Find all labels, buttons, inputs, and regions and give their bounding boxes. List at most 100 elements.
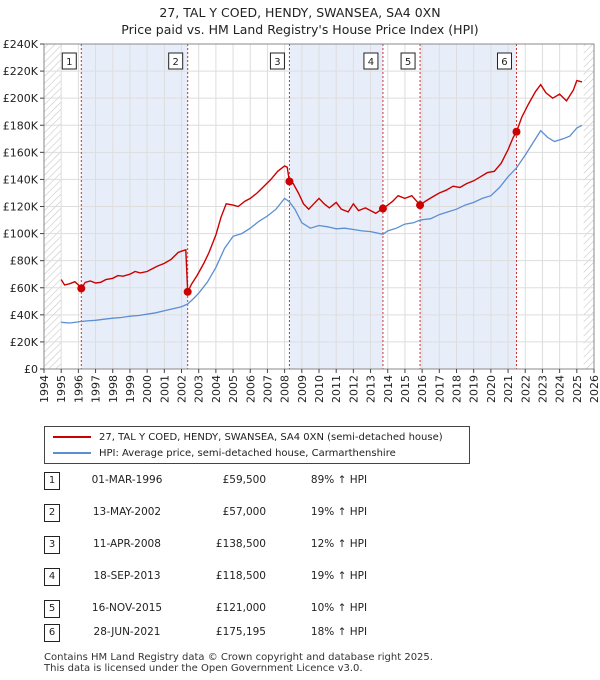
sale-hpi-change: 18% ↑ HPI <box>310 626 368 638</box>
sale-hpi-change: 12% ↑ HPI <box>310 538 368 550</box>
x-tick-label: 2018 <box>451 375 464 403</box>
sale-row: 2 13-MAY-2002 £57,000 19% ↑ HPI <box>44 504 464 522</box>
sale-date: 28-JUN-2021 <box>93 626 161 638</box>
y-tick-label: £100K <box>3 228 39 241</box>
x-tick-label: 2024 <box>554 375 567 403</box>
sale-row: 5 16-NOV-2015 £121,000 10% ↑ HPI <box>44 600 464 618</box>
sale-price: £121,000 <box>215 602 266 614</box>
sale-marker-box <box>168 52 184 70</box>
price-chart: 1 2 3 4 5 6 £0 £20K £40K £60K £80K £100K £120K £140K… <box>3 38 600 403</box>
x-tick-label: 2001 <box>158 375 171 403</box>
x-tick-label: 2017 <box>433 375 446 403</box>
sale-number: 4 <box>44 568 60 586</box>
sale-hpi-change: 19% ↑ HPI <box>310 570 368 582</box>
sale-marker-label: 6 <box>501 57 507 68</box>
sale-date: 18-SEP-2013 <box>93 570 161 582</box>
x-tick-label: 1998 <box>107 375 120 403</box>
x-tick-label: 2012 <box>347 375 360 403</box>
sale-date: 11-APR-2008 <box>93 538 161 550</box>
sale-point <box>512 127 521 136</box>
sale-point <box>77 284 86 293</box>
y-tick-label: £200K <box>3 92 39 105</box>
sale-date: 16-NOV-2015 <box>91 602 163 614</box>
sale-price: £118,500 <box>215 570 266 582</box>
sale-price: £138,500 <box>215 538 266 550</box>
x-tick-label: 2014 <box>382 375 395 403</box>
sale-date: 13-MAY-2002 <box>92 506 162 518</box>
x-tick-label: 2020 <box>485 375 498 403</box>
sale-price: £175,195 <box>215 626 266 638</box>
sale-number: 5 <box>44 600 60 618</box>
y-tick-label: £240K <box>3 38 39 51</box>
sale-row: 1 01-MAR-1996 £59,500 89% ↑ HPI <box>44 472 464 490</box>
legend-item-hpi: HPI: Average price, semi-detached house,… <box>53 445 396 461</box>
y-tick-label: £120K <box>3 201 39 214</box>
legend-swatch-hpi <box>53 452 91 454</box>
sale-marker-label: 5 <box>405 57 411 68</box>
sale-point <box>285 177 294 186</box>
x-tick-label: 1996 <box>72 375 85 403</box>
title-line-1: 27, TAL Y COED, HENDY, SWANSEA, SA4 0XN <box>159 5 441 20</box>
x-tick-label: 2006 <box>244 375 257 403</box>
sale-marker-box <box>61 52 77 70</box>
footer-line-2: This data is licensed under the Open Gov… <box>44 663 363 674</box>
x-tick-label: 2015 <box>399 375 412 403</box>
sale-price: £59,500 <box>222 474 266 486</box>
y-tick-label: £160K <box>3 146 39 159</box>
x-tick-label: 2013 <box>365 375 378 403</box>
x-tick-label: 2019 <box>468 375 481 403</box>
sale-marker-box <box>496 52 512 70</box>
sale-marker-label: 1 <box>66 57 72 68</box>
sale-marker-label: 2 <box>173 57 179 68</box>
legend-item-property: 27, TAL Y COED, HENDY, SWANSEA, SA4 0XN … <box>53 429 443 445</box>
footer-line-1: Contains HM Land Registry data © Crown c… <box>44 652 433 663</box>
footer-attribution: Contains HM Land Registry data © Crown c… <box>44 652 433 674</box>
legend-swatch-property <box>53 436 91 438</box>
sale-marker-label: 3 <box>274 57 280 68</box>
legend-label-property: 27, TAL Y COED, HENDY, SWANSEA, SA4 0XN … <box>99 431 443 443</box>
x-tick-label: 1999 <box>124 375 137 403</box>
x-tick-label: 2009 <box>296 375 309 403</box>
property-series-line <box>60 79 583 295</box>
y-tick-label: £80K <box>10 255 39 268</box>
y-tick-label: £60K <box>10 282 39 295</box>
title-line-2: Price paid vs. HM Land Registry's House … <box>121 22 479 37</box>
x-tick-label: 2005 <box>227 375 240 403</box>
sale-hpi-change: 89% ↑ HPI <box>310 474 368 486</box>
y-tick-label: £40K <box>10 309 39 322</box>
x-tick-label: 2008 <box>279 375 292 403</box>
x-tick-label: 2022 <box>519 375 532 403</box>
x-tick-label: 2021 <box>502 375 515 403</box>
sale-price: £57,000 <box>222 506 266 518</box>
sale-point <box>183 287 192 296</box>
x-tick-label: 2016 <box>416 375 429 403</box>
sale-number: 6 <box>44 624 60 642</box>
sale-row: 6 28-JUN-2021 £175,195 18% ↑ HPI <box>44 624 464 642</box>
sale-marker-label: 4 <box>368 57 374 68</box>
x-tick-label: 2007 <box>261 375 274 403</box>
sale-row: 4 18-SEP-2013 £118,500 19% ↑ HPI <box>44 568 464 586</box>
sale-number: 2 <box>44 504 60 522</box>
y-tick-label: £220K <box>3 65 39 78</box>
sale-number: 3 <box>44 536 60 554</box>
chart-title: 27, TAL Y COED, HENDY, SWANSEA, SA4 0XN … <box>0 4 600 38</box>
legend-label-hpi: HPI: Average price, semi-detached house,… <box>99 447 396 459</box>
y-tick-label: £0 <box>24 363 38 376</box>
sale-hpi-change: 10% ↑ HPI <box>310 602 368 614</box>
sale-number: 1 <box>44 472 60 490</box>
x-tick-label: 2011 <box>330 375 343 403</box>
sale-marker-box <box>363 52 379 70</box>
x-tick-label: 2004 <box>210 375 223 403</box>
sale-date: 01-MAR-1996 <box>91 474 163 486</box>
hpi-series-line <box>61 124 583 324</box>
sale-point <box>378 204 387 213</box>
sale-marker-box <box>400 52 416 70</box>
sale-row: 3 11-APR-2008 £138,500 12% ↑ HPI <box>44 536 464 554</box>
sale-point <box>416 201 425 210</box>
x-tick-label: 2003 <box>193 375 206 403</box>
sale-marker-box <box>269 52 285 70</box>
x-tick-label: 2010 <box>313 375 326 403</box>
x-tick-label: 2026 <box>588 375 600 403</box>
legend: 27, TAL Y COED, HENDY, SWANSEA, SA4 0XN … <box>44 426 470 464</box>
y-tick-label: £20K <box>10 336 39 349</box>
